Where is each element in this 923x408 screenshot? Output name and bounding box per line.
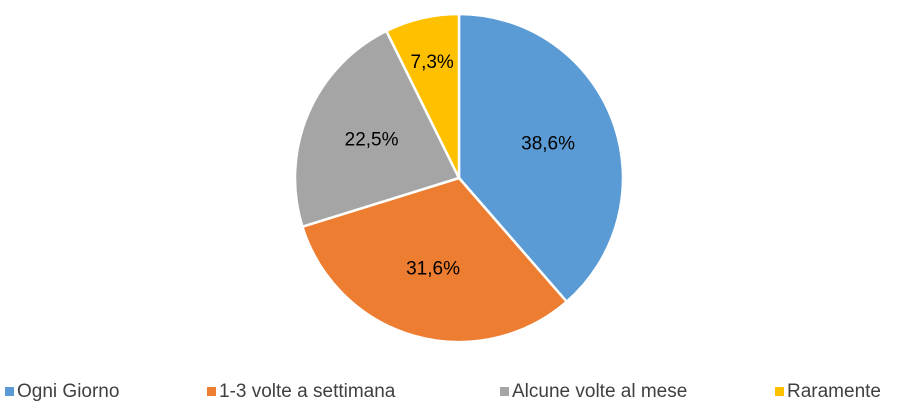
legend: Ogni Giorno 1-3 volte a settimana Alcune v… — [5, 381, 881, 402]
legend-marker — [775, 387, 784, 396]
legend-marker — [5, 387, 14, 396]
legend-label: Ogni Giorno — [17, 381, 119, 402]
data-label: 31,6% — [406, 259, 460, 280]
data-label: 22,5% — [345, 130, 399, 151]
legend-label: Alcune volte al mese — [512, 381, 687, 402]
data-label: 38,6% — [521, 134, 575, 155]
pie-slice — [384, 12, 461, 179]
legend-marker — [500, 387, 509, 396]
legend-marker — [207, 387, 216, 396]
pie-slice — [457, 12, 625, 304]
pie-slice — [300, 176, 569, 344]
pie-slice — [293, 29, 461, 229]
legend-label: 1-3 volte a settimana — [219, 381, 396, 402]
legend-label: Raramente — [787, 381, 881, 402]
data-label: 7,3% — [411, 52, 454, 73]
